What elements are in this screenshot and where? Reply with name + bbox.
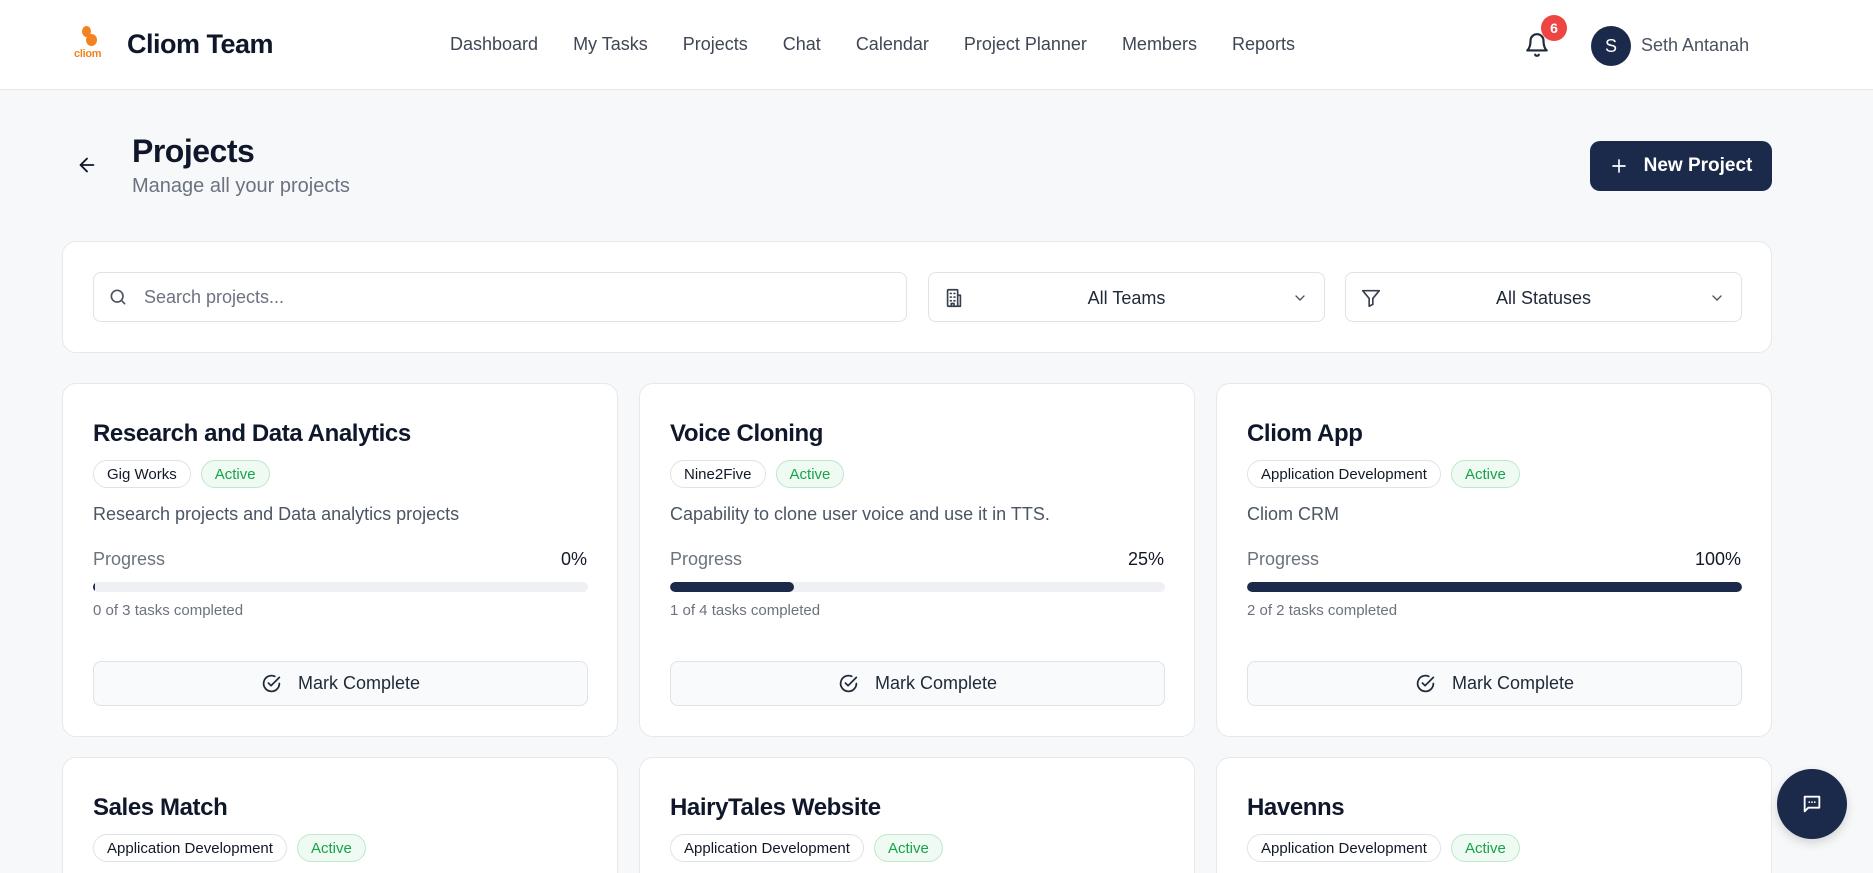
check-circle-icon — [1416, 674, 1435, 693]
cliom-logo[interactable]: cliom — [70, 24, 106, 64]
project-card[interactable]: HairyTales Website Application Developme… — [639, 757, 1195, 873]
status-badge: Active — [775, 460, 845, 488]
chat-fab-button[interactable] — [1777, 769, 1847, 839]
nav-members[interactable]: Members — [1121, 34, 1197, 54]
main-nav: Dashboard My Tasks Projects Chat Calenda… — [450, 34, 1295, 55]
building-icon — [946, 288, 962, 308]
logo-dot-small — [82, 26, 91, 37]
progress-value: 25% — [1127, 549, 1164, 569]
check-circle-icon — [262, 674, 281, 693]
logo-text: cliom — [74, 48, 102, 60]
page-subtitle: Manage all your projects — [132, 175, 350, 197]
project-tags: Application Development Active — [93, 834, 366, 862]
search-icon — [110, 289, 126, 305]
nav-reports[interactable]: Reports — [1231, 34, 1295, 54]
nav-projects[interactable]: Projects — [682, 34, 748, 54]
project-tags: Application Development Active — [1247, 834, 1520, 862]
progress-value: 100% — [1694, 549, 1741, 569]
new-project-label: New Project — [1643, 155, 1753, 176]
nav-dashboard[interactable]: Dashboard — [450, 34, 539, 54]
progress-bar — [1247, 582, 1742, 592]
filter-panel: All Teams All Statuses — [62, 241, 1772, 353]
nav-calendar[interactable]: Calendar — [855, 34, 929, 54]
progress-fill — [670, 582, 794, 592]
mark-complete-label: Mark Complete — [297, 673, 421, 693]
project-title[interactable]: HairyTales Website — [670, 794, 881, 821]
mark-complete-label: Mark Complete — [874, 673, 998, 693]
team-tag: Application Development — [1247, 834, 1441, 862]
avatar[interactable]: S — [1591, 26, 1631, 66]
project-title[interactable]: Cliom App — [1247, 420, 1363, 447]
user-name[interactable]: Seth Antanah — [1641, 35, 1750, 55]
team-tag: Application Development — [93, 834, 287, 862]
status-badge: Active — [296, 834, 366, 862]
status-select-value: All Statuses — [1495, 288, 1592, 308]
bell-icon[interactable] — [1524, 32, 1550, 58]
project-card[interactable]: Voice Cloning Nine2Five Active Capabilit… — [639, 383, 1195, 737]
search-input[interactable] — [144, 273, 894, 321]
check-circle-icon — [839, 674, 858, 693]
project-tags: Application Development Active — [1247, 460, 1520, 488]
chevron-down-icon — [1712, 295, 1722, 301]
project-card[interactable]: Sales Match Application Development Acti… — [62, 757, 618, 873]
tasks-summary: 0 of 3 tasks completed — [93, 602, 244, 619]
team-select-value: All Teams — [1087, 288, 1166, 308]
project-card[interactable]: Havenns Application Development Active — [1216, 757, 1772, 873]
progress-bar — [93, 582, 588, 592]
page-title: Projects — [132, 133, 255, 169]
tasks-summary: 2 of 2 tasks completed — [1247, 602, 1398, 619]
mark-complete-button[interactable]: Mark Complete — [670, 661, 1165, 706]
project-title[interactable]: Havenns — [1247, 794, 1345, 821]
project-title[interactable]: Voice Cloning — [670, 420, 824, 447]
chevron-down-icon — [1295, 295, 1305, 301]
nav-my-tasks[interactable]: My Tasks — [573, 34, 648, 54]
message-icon — [1803, 795, 1821, 813]
new-project-button[interactable]: New Project — [1590, 141, 1772, 191]
project-title[interactable]: Sales Match — [93, 794, 228, 821]
tasks-summary: 1 of 4 tasks completed — [670, 602, 821, 619]
project-description: Cliom CRM — [1247, 504, 1339, 524]
project-card[interactable]: Cliom App Application Development Active… — [1216, 383, 1772, 737]
top-navigation-bar: cliom Cliom Team Dashboard My Tasks Proj… — [0, 0, 1873, 90]
progress-label: Progress — [1247, 549, 1320, 569]
progress-bar — [670, 582, 1165, 592]
notification-badge: 6 — [1541, 15, 1567, 41]
progress-fill — [93, 582, 96, 592]
mark-complete-button[interactable]: Mark Complete — [93, 661, 588, 706]
team-name: Cliom Team — [127, 29, 274, 59]
status-badge: Active — [1450, 834, 1520, 862]
status-badge: Active — [200, 460, 270, 488]
team-tag: Nine2Five — [670, 460, 766, 488]
logo-dot-large — [86, 34, 97, 46]
team-tag: Application Development — [1247, 460, 1441, 488]
progress-label: Progress — [93, 549, 166, 569]
progress-label: Progress — [670, 549, 743, 569]
status-badge: Active — [873, 834, 943, 862]
project-description: Research projects and Data analytics pro… — [93, 504, 460, 524]
nav-project-planner[interactable]: Project Planner — [963, 34, 1087, 54]
mark-complete-label: Mark Complete — [1451, 673, 1575, 693]
mark-complete-button[interactable]: Mark Complete — [1247, 661, 1742, 706]
progress-fill — [1247, 582, 1742, 592]
team-tag: Application Development — [670, 834, 864, 862]
plus-icon — [1611, 159, 1626, 173]
status-select[interactable]: All Statuses — [1345, 272, 1742, 322]
search-box — [93, 272, 907, 322]
arrow-left-icon[interactable] — [76, 154, 98, 176]
project-tags: Gig Works Active — [93, 460, 270, 488]
team-select[interactable]: All Teams — [928, 272, 1325, 322]
project-title[interactable]: Research and Data Analytics — [93, 420, 411, 447]
status-badge: Active — [1450, 460, 1520, 488]
team-tag: Gig Works — [93, 460, 191, 488]
project-tags: Application Development Active — [670, 834, 943, 862]
filter-icon — [1361, 289, 1381, 308]
project-description: Capability to clone user voice and use i… — [670, 504, 1050, 524]
project-card[interactable]: Research and Data Analytics Gig Works Ac… — [62, 383, 618, 737]
project-tags: Nine2Five Active — [670, 460, 845, 488]
nav-chat[interactable]: Chat — [782, 34, 821, 54]
progress-value: 0% — [560, 549, 587, 569]
